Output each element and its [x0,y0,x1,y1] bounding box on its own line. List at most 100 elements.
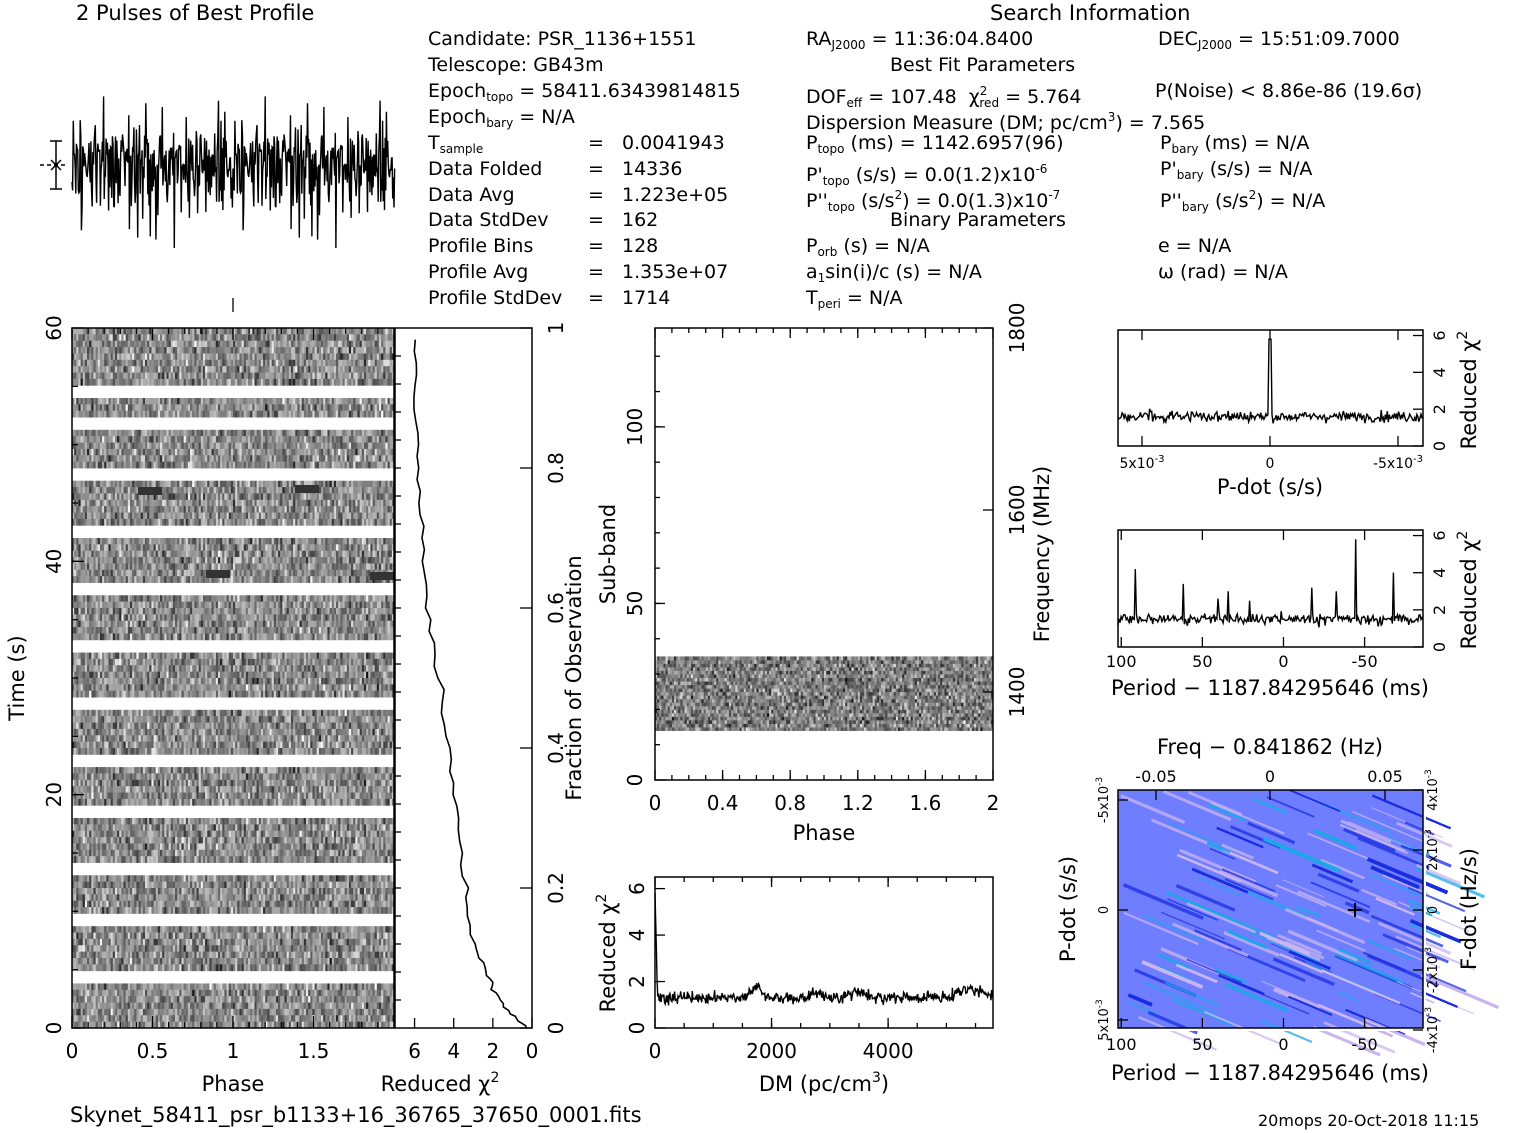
time-phase-cell [376,563,380,571]
time-phase-cell [391,328,395,335]
time-phase-cell [138,448,142,456]
time-phase-cell [168,334,172,342]
time-phase-cell [376,595,380,603]
time-phase-cell [290,410,294,418]
time-phase-cell [297,334,300,342]
time-phase-cell [104,448,107,456]
time-phase-cell [280,487,283,494]
time-phase-cell [340,372,343,380]
time-phase-cell [205,353,208,361]
time-phase-cell [136,436,139,443]
time-phase-cell [89,398,92,405]
time-phase-cell [318,366,322,373]
time-phase-cell [147,347,150,354]
time-phase-cell [381,366,384,373]
time-phase-cell [222,499,225,507]
time-phase-cell [91,359,94,367]
time-phase-cell [95,595,99,603]
time-phase-cell [250,512,253,520]
time-phase-cell [297,493,300,501]
time-phase-cell [138,595,142,603]
time-phase-cell [271,359,275,367]
time-phase-cell [248,461,251,469]
time-phase-cell [359,359,363,367]
time-phase-cell [258,576,262,583]
time-phase-cell [357,398,361,405]
time-phase-cell [368,353,371,361]
time-phase-cell [318,340,322,348]
time-phase-cell [78,550,81,558]
time-phase-cell [297,538,300,545]
time-phase-cell [252,340,255,348]
time-phase-cell [323,378,326,386]
time-phase-cell [147,512,150,520]
time-phase-cell [117,544,120,552]
time-phase-cell [160,480,163,488]
time-phase-cell [325,340,328,348]
time-phase-cell [99,506,103,513]
time-phase-cell [104,461,107,469]
time-phase-cell [368,487,371,494]
time-phase-cell [237,328,240,335]
time-phase-cell [331,340,335,348]
time-phase-cell [112,461,116,469]
time-phase-cell [127,366,131,373]
time-phase-cell [177,328,180,335]
time-phase-cell [196,410,200,418]
time-phase-cell [84,569,88,577]
time-phase-cell [149,550,152,558]
time-phase-cell [222,404,225,412]
time-phase-cell [157,334,161,342]
time-phase-cell [286,569,290,577]
time-phase-cell [127,404,131,412]
time-phase-cell [351,448,354,456]
time-phase-cell [357,506,361,513]
time-phase-cell [357,404,361,412]
time-phase-cell [383,538,386,545]
time-phase-cell [134,506,137,513]
time-phase-cell [344,429,348,437]
time-phase-cell [286,506,290,513]
time-phase-cell [312,461,315,469]
time-phase-cell [82,353,86,361]
time-phase-cell [248,378,251,386]
time-phase-cell [151,448,154,456]
time-phase-cell [80,480,84,488]
time-phase-cell [355,493,358,501]
time-phase-cell [172,512,176,520]
time-phase-cell [284,493,288,501]
time-phase-cell [275,353,279,361]
time-phase-cell [333,334,337,342]
time-phase-cell [97,563,101,571]
time-phase-cell [280,506,283,513]
time-phase-cell [74,569,77,577]
time-phase-cell [316,448,320,456]
time-phase-cell [271,487,275,494]
time-phase-cell [252,436,255,443]
time-phase-cell [363,544,367,552]
time-phase-cell [325,550,328,558]
time-phase-cell [80,398,84,405]
time-phase-cell [155,455,159,463]
time-phase-cell [389,538,393,545]
time-phase-cell [181,518,185,526]
time-phase-cell [263,487,266,494]
time-phase-cell [241,499,245,507]
time-phase-cell [250,378,253,386]
time-phase-cell [209,398,212,405]
time-phase-cell [222,366,225,373]
time-phase-cell [217,340,221,348]
time-phase-cell [147,442,150,450]
time-phase-cell [359,595,363,603]
time-phase-cell [190,398,193,405]
time-phase-cell [250,557,253,564]
time-phase-cell [179,576,182,583]
time-phase-cell [318,429,322,437]
time-phase-cell [117,334,120,342]
time-phase-cell [162,461,165,469]
time-phase-cell [305,506,309,513]
time-phase-cell [303,359,307,367]
time-phase-cell [132,455,135,463]
time-phase-cell [258,506,262,513]
time-phase-cell [351,442,354,450]
